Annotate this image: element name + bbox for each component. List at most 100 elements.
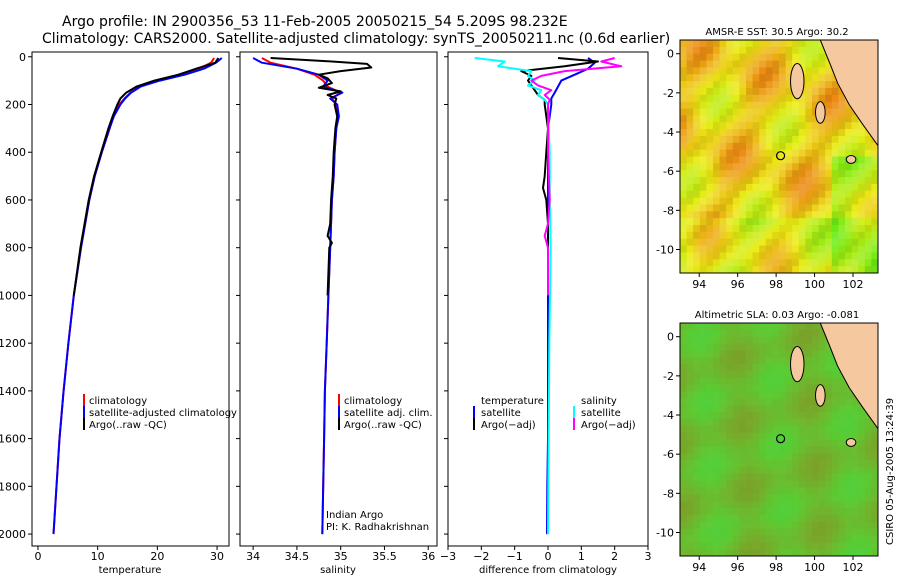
- map-cell: [792, 391, 800, 399]
- map-cell: [825, 391, 833, 399]
- map-cell: [739, 350, 747, 358]
- map-cell: [693, 46, 701, 55]
- map-cell: [713, 357, 720, 365]
- map-cell: [858, 425, 866, 434]
- map-cell: [798, 323, 806, 331]
- map-cell: [864, 453, 872, 461]
- map-cell: [798, 218, 806, 226]
- map-cell: [680, 549, 687, 557]
- map-cell: [818, 514, 826, 523]
- map-cell: [772, 377, 780, 386]
- map-cell: [858, 252, 866, 260]
- map-cell: [845, 142, 852, 151]
- map-cell: [785, 204, 793, 212]
- map-cell: [805, 405, 813, 413]
- map-cell: [818, 60, 826, 68]
- map-cell: [765, 46, 773, 55]
- map-cell: [699, 398, 707, 406]
- map-cell: [680, 494, 687, 502]
- map-cell: [713, 323, 720, 331]
- map-cell: [864, 460, 872, 468]
- map-cell: [713, 46, 720, 55]
- map-cell: [779, 142, 786, 151]
- map-cell: [818, 521, 826, 529]
- map-cell: [699, 535, 707, 543]
- map-cell: [765, 183, 773, 192]
- map-cell: [693, 204, 701, 212]
- map-cell: [719, 453, 727, 461]
- map-cell: [825, 535, 833, 543]
- map-cell: [713, 183, 720, 192]
- map-cell: [864, 466, 872, 475]
- map-cell: [706, 473, 714, 482]
- map-cell: [825, 163, 833, 171]
- map-cell: [726, 238, 734, 246]
- map-cell: [825, 473, 833, 482]
- map-cell: [831, 101, 839, 109]
- map-cell: [752, 135, 760, 144]
- map-cell: [739, 197, 747, 205]
- map-cell: [759, 549, 767, 557]
- map-cell: [693, 542, 701, 550]
- map-cell: [726, 405, 734, 413]
- map-cell: [719, 87, 727, 96]
- map-cell: [845, 460, 852, 468]
- map-cell: [779, 266, 786, 274]
- map-cell: [719, 418, 727, 427]
- map-cell: [845, 425, 852, 434]
- map-cell: [746, 156, 753, 164]
- map-cell: [812, 466, 819, 475]
- map-cell: [812, 67, 819, 75]
- map-cell: [772, 238, 780, 246]
- map-cell: [798, 129, 806, 137]
- x-tick-label: −1: [507, 550, 523, 563]
- map-cell: [812, 357, 819, 365]
- map-cell: [759, 94, 767, 103]
- map-cell: [706, 177, 714, 185]
- map-cell: [726, 329, 734, 338]
- map-cell: [699, 87, 707, 96]
- series-line-climatology: [52, 57, 215, 535]
- map-cell: [680, 425, 687, 434]
- map-cell: [752, 542, 760, 550]
- map-cell: [680, 377, 687, 386]
- map-cell: [798, 259, 806, 267]
- map-cell: [713, 480, 720, 488]
- map-cell: [739, 528, 747, 536]
- map-cell: [739, 405, 747, 413]
- map-cell: [825, 129, 833, 137]
- map-cell: [772, 446, 780, 454]
- map-cell: [798, 425, 806, 434]
- map-cell: [680, 115, 687, 123]
- map-cell: [713, 177, 720, 185]
- map-cell: [739, 343, 747, 351]
- map-cell: [798, 252, 806, 260]
- map-cell: [838, 163, 846, 171]
- map-cell: [792, 259, 800, 267]
- map-cell: [864, 446, 872, 454]
- map-cell: [759, 122, 767, 130]
- map-cell: [871, 501, 879, 509]
- map-cell: [785, 370, 793, 379]
- map-cell: [739, 211, 747, 219]
- map-cell: [680, 343, 687, 351]
- map-cell: [845, 259, 852, 267]
- map-cell: [752, 101, 760, 109]
- map-cell: [765, 446, 773, 454]
- map-cell: [693, 149, 701, 157]
- map-cell: [779, 466, 786, 475]
- map-cell: [752, 190, 760, 199]
- map-cell: [706, 245, 714, 253]
- map-cell: [732, 323, 740, 331]
- map-cell: [706, 398, 714, 406]
- map-cell: [719, 40, 727, 48]
- map-cell: [772, 245, 780, 253]
- map-cell: [719, 412, 727, 420]
- map-cell: [798, 231, 806, 240]
- map-cell: [719, 149, 727, 157]
- map-cell: [732, 211, 740, 219]
- map-cell: [693, 94, 701, 103]
- map-cell: [759, 190, 767, 199]
- map-cell: [779, 40, 786, 48]
- map-cell: [752, 94, 760, 103]
